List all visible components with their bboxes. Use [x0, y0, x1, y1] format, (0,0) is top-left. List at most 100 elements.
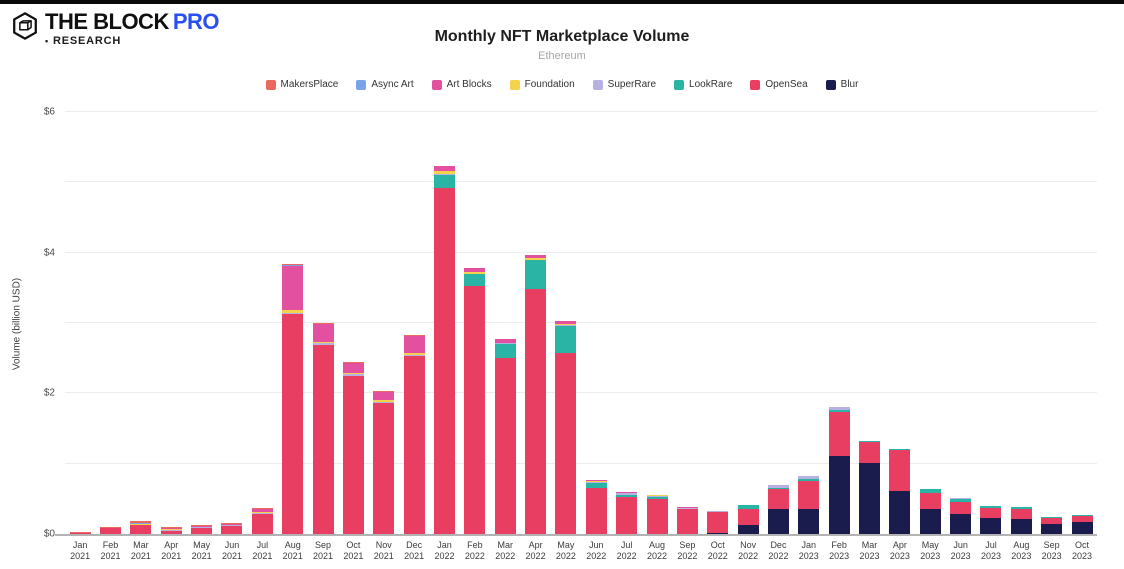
bar-segment-superrare[interactable]: [312, 343, 334, 345]
bar-segment-blur[interactable]: [767, 508, 789, 534]
bar-segment-foundation[interactable]: [130, 523, 152, 525]
bar-segment-art-blocks[interactable]: [282, 266, 304, 310]
bar-segment-art-blocks[interactable]: [555, 320, 577, 324]
the-block-logo[interactable]: THE BLOCK PRO • RESEARCH: [10, 10, 220, 47]
bar-segment-opensea[interactable]: [616, 496, 638, 534]
bar-segment-art-blocks[interactable]: [312, 323, 334, 343]
bar-segment-art-blocks[interactable]: [433, 165, 455, 172]
bar-segment-opensea[interactable]: [221, 525, 243, 534]
bar-segment-lookrare[interactable]: [433, 175, 455, 188]
bar-segment-superrare[interactable]: [525, 259, 547, 261]
bar-segment-superrare[interactable]: [494, 343, 516, 345]
bar-segment-opensea[interactable]: [1071, 515, 1093, 522]
bar-segment-opensea[interactable]: [433, 188, 455, 534]
bar-segment-superrare[interactable]: [342, 373, 364, 376]
bar-segment-lookrare[interactable]: [798, 478, 820, 481]
bar-segment-blur[interactable]: [980, 517, 1002, 534]
bar-oct-2021[interactable]: [342, 362, 364, 534]
bar-segment-superrare[interactable]: [555, 325, 577, 326]
bar-segment-art-blocks[interactable]: [251, 508, 273, 513]
bar-segment-lookrare[interactable]: [828, 409, 850, 413]
bar-segment-superrare[interactable]: [373, 401, 395, 404]
bar-segment-art-blocks[interactable]: [403, 335, 425, 354]
bar-segment-lookrare[interactable]: [555, 325, 577, 353]
bar-segment-opensea[interactable]: [950, 501, 972, 514]
legend-item-foundation[interactable]: Foundation: [509, 79, 575, 90]
bar-nov-2022[interactable]: [737, 504, 759, 534]
bar-segment-opensea[interactable]: [1041, 517, 1063, 524]
bar-segment-async-art[interactable]: [282, 265, 304, 267]
bar-segment-opensea[interactable]: [191, 527, 213, 534]
bar-segment-art-blocks[interactable]: [585, 479, 607, 482]
bar-segment-opensea[interactable]: [312, 344, 334, 534]
bar-jun-2022[interactable]: [585, 479, 607, 534]
bar-segment-opensea[interactable]: [980, 508, 1002, 518]
bar-segment-makersplace[interactable]: [373, 391, 395, 393]
bar-sep-2023[interactable]: [1041, 516, 1063, 534]
bar-segment-lookrare[interactable]: [616, 494, 638, 497]
bar-segment-opensea[interactable]: [373, 403, 395, 534]
bar-jan-2021[interactable]: [69, 532, 91, 534]
bar-jan-2023[interactable]: [798, 476, 820, 534]
bar-segment-superrare[interactable]: [251, 512, 273, 514]
bar-feb-2021[interactable]: [100, 527, 122, 534]
bar-segment-foundation[interactable]: [646, 495, 668, 497]
bar-segment-lookrare[interactable]: [1071, 515, 1093, 516]
bar-oct-2022[interactable]: [707, 510, 729, 534]
bar-segment-opensea[interactable]: [676, 509, 698, 534]
bar-segment-art-blocks[interactable]: [616, 491, 638, 493]
bar-segment-opensea[interactable]: [160, 530, 182, 534]
bar-segment-blur[interactable]: [798, 509, 820, 534]
bar-segment-foundation[interactable]: [616, 492, 638, 494]
bar-segment-lookrare[interactable]: [767, 487, 789, 490]
bar-segment-art-blocks[interactable]: [494, 339, 516, 343]
bar-segment-lookrare[interactable]: [980, 505, 1002, 509]
bar-segment-lookrare[interactable]: [646, 497, 668, 499]
bar-feb-2022[interactable]: [464, 268, 486, 534]
bar-segment-opensea[interactable]: [646, 498, 668, 534]
bar-segment-foundation[interactable]: [312, 342, 334, 344]
bar-segment-superrare[interactable]: [433, 173, 455, 176]
bar-segment-opensea[interactable]: [889, 450, 911, 492]
bar-segment-opensea[interactable]: [707, 512, 729, 533]
bar-segment-async-art[interactable]: [130, 523, 152, 524]
bar-segment-foundation[interactable]: [191, 526, 213, 528]
bar-segment-lookrare[interactable]: [889, 448, 911, 451]
bar-segment-blur[interactable]: [859, 463, 881, 534]
bar-segment-lookrare[interactable]: [464, 274, 486, 286]
bar-mar-2021[interactable]: [130, 521, 152, 534]
bar-jul-2021[interactable]: [251, 508, 273, 534]
legend-item-lookrare[interactable]: LookRare: [674, 79, 732, 90]
bar-segment-lookrare[interactable]: [1041, 516, 1063, 518]
bar-segment-opensea[interactable]: [251, 513, 273, 534]
bar-jul-2023[interactable]: [980, 505, 1002, 534]
bar-segment-makersplace[interactable]: [221, 523, 243, 524]
bar-segment-makersplace[interactable]: [282, 264, 304, 266]
bar-mar-2022[interactable]: [494, 339, 516, 534]
bar-segment-art-blocks[interactable]: [646, 494, 668, 496]
bar-aug-2023[interactable]: [1010, 507, 1032, 534]
bar-segment-makersplace[interactable]: [403, 335, 425, 336]
bar-segment-opensea[interactable]: [555, 352, 577, 534]
bar-segment-lookrare[interactable]: [585, 482, 607, 488]
bar-segment-blur[interactable]: [737, 524, 759, 534]
bar-segment-opensea[interactable]: [525, 289, 547, 534]
bar-segment-superrare[interactable]: [403, 354, 425, 357]
bar-segment-superrare[interactable]: [828, 407, 850, 410]
bar-dec-2021[interactable]: [403, 335, 425, 534]
legend-item-async-art[interactable]: Async Art: [356, 79, 414, 90]
bar-segment-foundation[interactable]: [585, 481, 607, 483]
bar-segment-superrare[interactable]: [464, 273, 486, 275]
bar-segment-foundation[interactable]: [221, 524, 243, 526]
bar-segment-lookrare[interactable]: [859, 440, 881, 442]
bar-segment-superrare[interactable]: [950, 498, 972, 499]
bar-segment-foundation[interactable]: [403, 353, 425, 355]
bar-segment-blur[interactable]: [828, 455, 850, 534]
bar-may-2021[interactable]: [191, 524, 213, 534]
bar-segment-art-blocks[interactable]: [373, 392, 395, 401]
bar-segment-opensea[interactable]: [403, 356, 425, 534]
bar-segment-opensea[interactable]: [69, 532, 91, 534]
bar-segment-lookrare[interactable]: [494, 344, 516, 359]
legend-item-opensea[interactable]: OpenSea: [750, 79, 808, 90]
bar-segment-opensea[interactable]: [342, 375, 364, 534]
